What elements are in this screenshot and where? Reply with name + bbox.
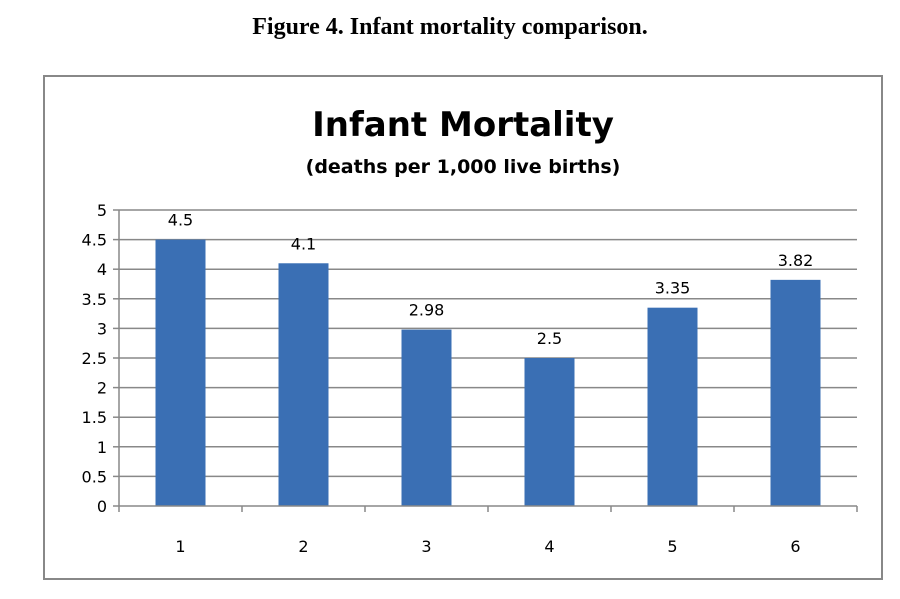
data-label-6: 3.82 [778,251,814,270]
x-tick-label-3: 3 [421,537,431,556]
y-tick-labels: 0 0.5 1 1.5 2 2.5 3 3.5 4 4.5 5 [82,201,107,516]
y-tick-label-9: 4.5 [82,231,107,250]
chart-title: Infant Mortality [312,105,614,145]
chart-subtitle: (deaths per 1,000 live births) [306,156,621,178]
y-tick-label-3: 1.5 [82,408,107,427]
axes [113,209,858,512]
bar-2 [278,263,329,506]
y-tick-label-7: 3.5 [82,290,107,309]
y-tick-label-1: 0.5 [82,467,107,486]
x-tick-label-5: 5 [667,537,677,556]
bar-4 [524,358,575,506]
y-tick-label-6: 3 [97,319,107,338]
y-tick-label-2: 1 [97,438,107,457]
x-tick-label-2: 2 [298,537,308,556]
y-tick-label-10: 5 [97,201,107,220]
x-tick-label-4: 4 [544,537,554,556]
gridlines [119,209,857,478]
bar-5 [647,307,698,506]
data-label-1: 4.5 [168,211,193,230]
bar-3 [401,329,452,506]
data-label-5: 3.35 [655,279,691,298]
x-tick-label-1: 1 [175,537,185,556]
y-tick-label-8: 4 [97,260,107,279]
data-label-2: 4.1 [291,234,316,253]
data-labels: 4.5 4.1 2.98 2.5 3.35 3.82 [168,211,814,348]
y-tick-label-5: 2.5 [82,349,107,368]
figure-caption: Figure 4. Infant mortality comparison. [252,14,648,40]
bar-1 [155,239,206,506]
data-label-4: 2.5 [537,329,562,348]
x-tick-labels: 1 2 3 4 5 6 [175,537,800,556]
y-tick-label-0: 0 [97,497,107,516]
bar-6 [770,279,821,506]
x-tick-label-6: 6 [790,537,800,556]
bars [155,239,821,506]
y-tick-label-4: 2 [97,379,107,398]
data-label-3: 2.98 [409,301,445,320]
